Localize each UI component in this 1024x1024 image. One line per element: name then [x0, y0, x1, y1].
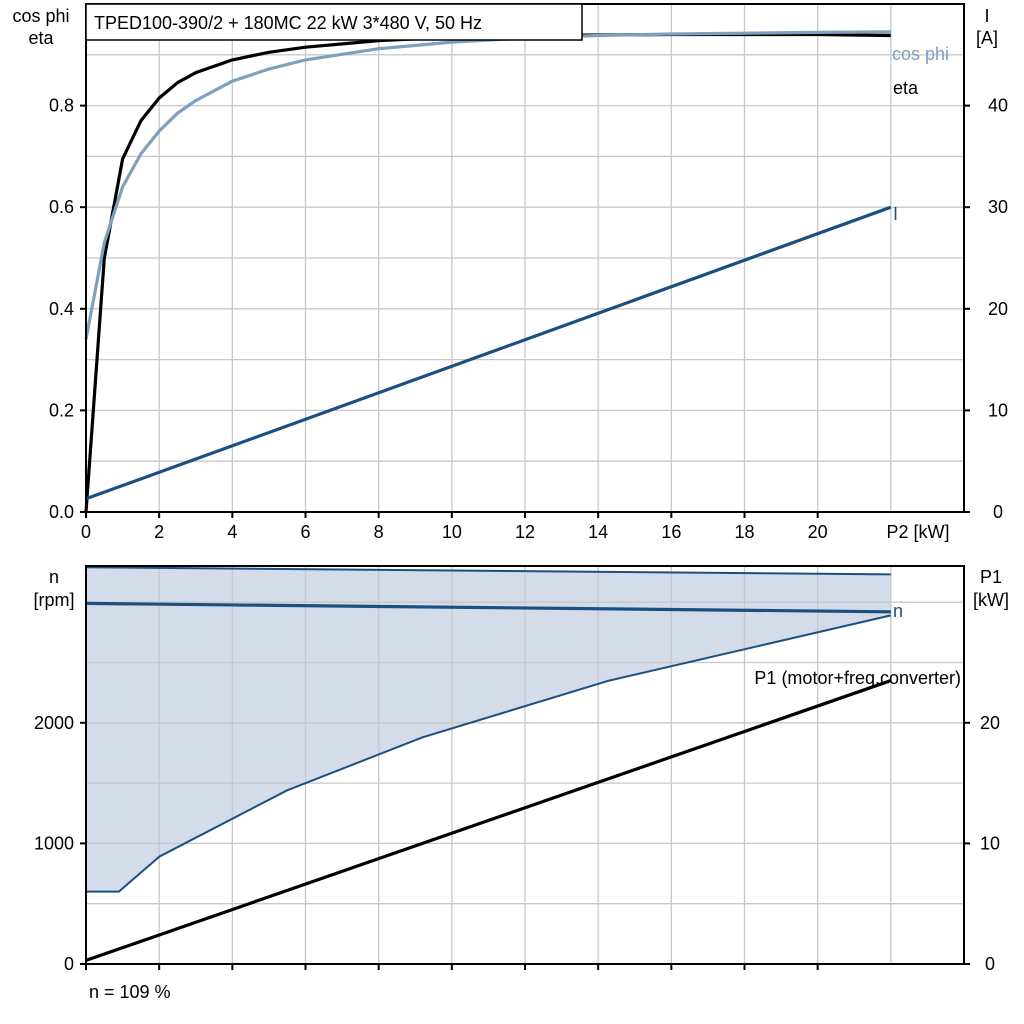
y2-right-label-line2: [kW]: [973, 590, 1009, 610]
series-line-p1: [85, 679, 892, 962]
bottom-ticks: 0 1000 2000 0 10 20: [34, 713, 1000, 974]
y2-right-label-line1: P1: [980, 567, 1002, 587]
y-left-tick-label: 0.0: [49, 502, 74, 522]
series-label-eta: eta: [893, 78, 919, 98]
y2-left-label-line2: [rpm]: [33, 590, 74, 610]
x-axis-label: P2 [kW]: [886, 522, 949, 542]
y2-left-tick-label: 2000: [34, 713, 74, 733]
y-right-label-line1: I: [984, 6, 989, 26]
series-label-p1: P1 (motor+freq.converter): [754, 668, 961, 688]
y-left-tick-label: 0.4: [49, 299, 74, 319]
series-label-i: I: [893, 204, 898, 224]
y-right-tick-label: 0: [993, 502, 1003, 522]
series-label-cos-phi: cos phi: [892, 44, 949, 64]
y2-left-tick-label: 0: [64, 954, 74, 974]
x-tick-label: 18: [734, 522, 754, 542]
series-label-n: n: [893, 601, 903, 621]
y-left-tick-label: 0.6: [49, 197, 74, 217]
series-line-range-min: [86, 614, 892, 893]
series-line-range-max: [85, 566, 891, 576]
y-right-tick-label: 40: [988, 96, 1008, 116]
bottom-series: [85, 566, 892, 962]
speed-range-area: [86, 567, 891, 892]
x-tick-label: 6: [300, 522, 310, 542]
series-line-i: [85, 205, 892, 501]
y2-right-tick-label: 0: [985, 954, 995, 974]
y2-left-tick-label: 1000: [34, 833, 74, 853]
top-series: [84, 30, 892, 513]
top-ticks: 0 2 4 6 8 10 12 14 16 18 20 0.0 0.2 0.4 0.6 0.8 0 10 20 30 4…: [49, 96, 1008, 542]
x-tick-label: 2: [154, 522, 164, 542]
x-tick-label: 14: [588, 522, 608, 542]
x-tick-label: 0: [81, 522, 91, 542]
series-line-n: [85, 601, 891, 614]
title-box: [85, 3, 583, 41]
top-grid: [86, 4, 964, 512]
y2-left-label-line1: n: [49, 567, 59, 587]
x-tick-label: 20: [808, 522, 828, 542]
y-right-tick-label: 20: [988, 299, 1008, 319]
bottom-grid: [86, 566, 964, 964]
x-tick-label: 8: [374, 522, 384, 542]
y-right-tick-label: 10: [988, 400, 1008, 420]
y-left-tick-label: 0.8: [49, 96, 74, 116]
y-left-tick-label: 0.2: [49, 400, 74, 420]
series-line-cos-phi: [84, 30, 891, 340]
x-tick-label: 10: [442, 522, 462, 542]
x-tick-label: 12: [515, 522, 535, 542]
speed-annotation: n = 109 %: [89, 982, 171, 1002]
y-right-tick-label: 30: [988, 197, 1008, 217]
y-left-label-line1: cos phi: [12, 6, 69, 26]
x-tick-label: 16: [661, 522, 681, 542]
chart-title: TPED100-390/2 + 180MC 22 kW 3*480 V, 50 …: [94, 13, 482, 33]
y-right-label-line2: [A]: [976, 28, 998, 48]
bottom-range-fill: [86, 567, 891, 892]
y-left-label-line2: eta: [28, 28, 54, 48]
y2-right-tick-label: 10: [980, 833, 1000, 853]
y2-right-tick-label: 20: [980, 713, 1000, 733]
x-tick-label: 4: [227, 522, 237, 542]
